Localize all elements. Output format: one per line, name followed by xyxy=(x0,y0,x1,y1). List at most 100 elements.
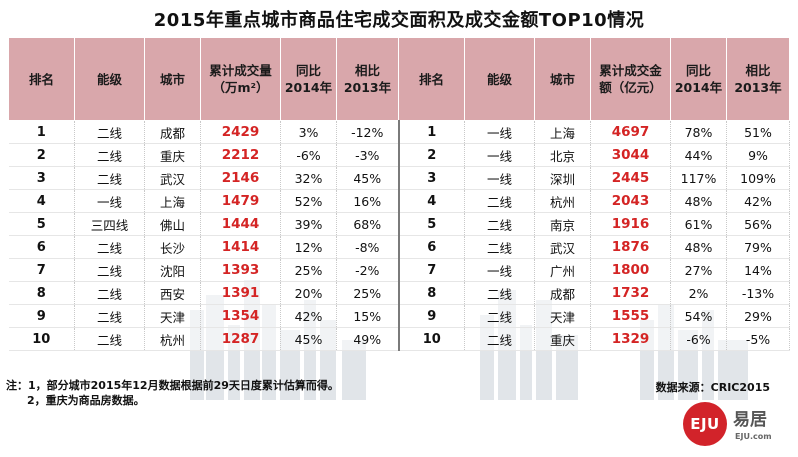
table-cell: 一线 xyxy=(464,143,535,167)
rank-cell: 10 xyxy=(8,327,75,351)
volume-cell: 1414 xyxy=(200,235,281,259)
amount-cell: 1732 xyxy=(590,281,671,305)
amount-cell: 1916 xyxy=(590,212,671,236)
rank-cell: 10 xyxy=(397,327,465,351)
header-cell: 城市 xyxy=(534,37,591,121)
volume-cell: 2212 xyxy=(200,143,281,167)
table-cell: 重庆 xyxy=(144,143,201,167)
table-cell: 9% xyxy=(726,143,790,167)
rank-cell: 3 xyxy=(397,166,465,190)
table-cell: 39% xyxy=(280,212,337,236)
amount-cell: 3044 xyxy=(590,143,671,167)
table-cell: 79% xyxy=(726,235,790,259)
rank-cell: 8 xyxy=(8,281,75,305)
rank-cell: 2 xyxy=(397,143,465,167)
table-cell: 武汉 xyxy=(144,166,201,190)
table-cell: 深圳 xyxy=(534,166,591,190)
table-row: 5 三四线 佛山 1444 39% 68% 5 二线 南京 1916 61% 56% xyxy=(8,212,790,236)
table-cell: 北京 xyxy=(534,143,591,167)
eju-logo-url: EJU.com xyxy=(735,432,772,441)
header-cell: 能级 xyxy=(74,37,145,121)
amount-cell: 2445 xyxy=(590,166,671,190)
table-cell: 二线 xyxy=(74,120,145,144)
table-row: 3 二线 武汉 2146 32% 45% 3 一线 深圳 2445 117% 109% xyxy=(8,166,790,190)
table-cell: 重庆 xyxy=(534,327,591,351)
table-cell: -13% xyxy=(726,281,790,305)
table-cell: 杭州 xyxy=(144,327,201,351)
table-cell: 长沙 xyxy=(144,235,201,259)
rank-cell: 1 xyxy=(8,120,75,144)
table-cell: 二线 xyxy=(74,281,145,305)
table-cell: 一线 xyxy=(464,258,535,282)
table-row: 7 二线 沈阳 1393 25% -2% 7 一线 广州 1800 27% 14% xyxy=(8,258,790,282)
rank-cell: 1 xyxy=(397,120,465,144)
table-cell: 56% xyxy=(726,212,790,236)
volume-cell: 1444 xyxy=(200,212,281,236)
table-cell: 109% xyxy=(726,166,790,190)
table-cell: -8% xyxy=(336,235,399,259)
rank-cell: 2 xyxy=(8,143,75,167)
rank-cell: 4 xyxy=(8,189,75,213)
table-row: 2 二线 重庆 2212 -6% -3% 2 一线 北京 3044 44% 9% xyxy=(8,143,790,167)
volume-cell: 1354 xyxy=(200,304,281,328)
table-cell: 3% xyxy=(280,120,337,144)
amount-cell: 1800 xyxy=(590,258,671,282)
table-cell: 61% xyxy=(670,212,727,236)
table-body: 1 二线 成都 2429 3% -12% 1 一线 上海 4697 78% 51% 2 二线 重庆 2212-… xyxy=(8,120,790,351)
table-cell: -3% xyxy=(336,143,399,167)
table-cell: 48% xyxy=(670,189,727,213)
table-cell: 二线 xyxy=(464,235,535,259)
footnotes: 注：1，部分城市2015年12月数据根据前29天日度累计估算而得。 2，重庆为商… xyxy=(6,378,339,408)
table-cell: 48% xyxy=(670,235,727,259)
table-cell: 44% xyxy=(670,143,727,167)
footnote-1: 注：1，部分城市2015年12月数据根据前29天日度累计估算而得。 xyxy=(6,379,339,392)
table-cell: -2% xyxy=(336,258,399,282)
volume-cell: 1287 xyxy=(200,327,281,351)
table-cell: 上海 xyxy=(534,120,591,144)
header-cell: 相比 2013年 xyxy=(726,37,790,121)
table-cell: 三四线 xyxy=(74,212,145,236)
table-cell: 成都 xyxy=(534,281,591,305)
table-cell: 27% xyxy=(670,258,727,282)
rank-cell: 5 xyxy=(8,212,75,236)
table-cell: 二线 xyxy=(74,235,145,259)
table-cell: 32% xyxy=(280,166,337,190)
rank-cell: 6 xyxy=(397,235,465,259)
volume-cell: 2146 xyxy=(200,166,281,190)
page-title: 2015年重点城市商品住宅成交面积及成交金额TOP10情况 xyxy=(153,10,645,31)
table-cell: 二线 xyxy=(464,327,535,351)
footnote-2: 2，重庆为商品房数据。 xyxy=(27,394,145,407)
table-cell: 78% xyxy=(670,120,727,144)
table-cell: 西安 xyxy=(144,281,201,305)
table-cell: 20% xyxy=(280,281,337,305)
table-cell: 14% xyxy=(726,258,790,282)
table-cell: 29% xyxy=(726,304,790,328)
table-cell: 117% xyxy=(670,166,727,190)
amount-cell: 1555 xyxy=(590,304,671,328)
table-cell: 25% xyxy=(280,258,337,282)
header-cell: 排名 xyxy=(398,37,465,121)
table-cell: 上海 xyxy=(144,189,201,213)
table-cell: 二线 xyxy=(74,258,145,282)
table-cell: 二线 xyxy=(464,212,535,236)
table-cell: 天津 xyxy=(534,304,591,328)
volume-cell: 1479 xyxy=(200,189,281,213)
table-cell: 2% xyxy=(670,281,727,305)
header-cell: 累计成交金 额（亿元） xyxy=(590,37,671,121)
table-row: 1 二线 成都 2429 3% -12% 1 一线 上海 4697 78% 51% xyxy=(8,120,790,144)
rank-cell: 9 xyxy=(8,304,75,328)
header-cell: 同比 2014年 xyxy=(280,37,337,121)
table-header-row: 排名 能级 城市 累计成交量 （万m²） 同比 2014年 相比 2013年 排… xyxy=(8,37,790,121)
data-source: 数据来源：CRIC2015 xyxy=(655,381,770,394)
table-row: 8 二线 西安 1391 20% 25% 8 二线 成都 1732 2% -13% xyxy=(8,281,790,305)
table-cell: 45% xyxy=(336,166,399,190)
table-cell: 51% xyxy=(726,120,790,144)
table-cell: 二线 xyxy=(464,189,535,213)
table-cell: 42% xyxy=(726,189,790,213)
table-row: 9 二线 天津 1354 42% 15% 9 二线 天津 1555 54% 29% xyxy=(8,304,790,328)
amount-cell: 2043 xyxy=(590,189,671,213)
table-cell: 一线 xyxy=(464,166,535,190)
table-cell: 52% xyxy=(280,189,337,213)
table-cell: 45% xyxy=(280,327,337,351)
table-cell: 二线 xyxy=(74,304,145,328)
